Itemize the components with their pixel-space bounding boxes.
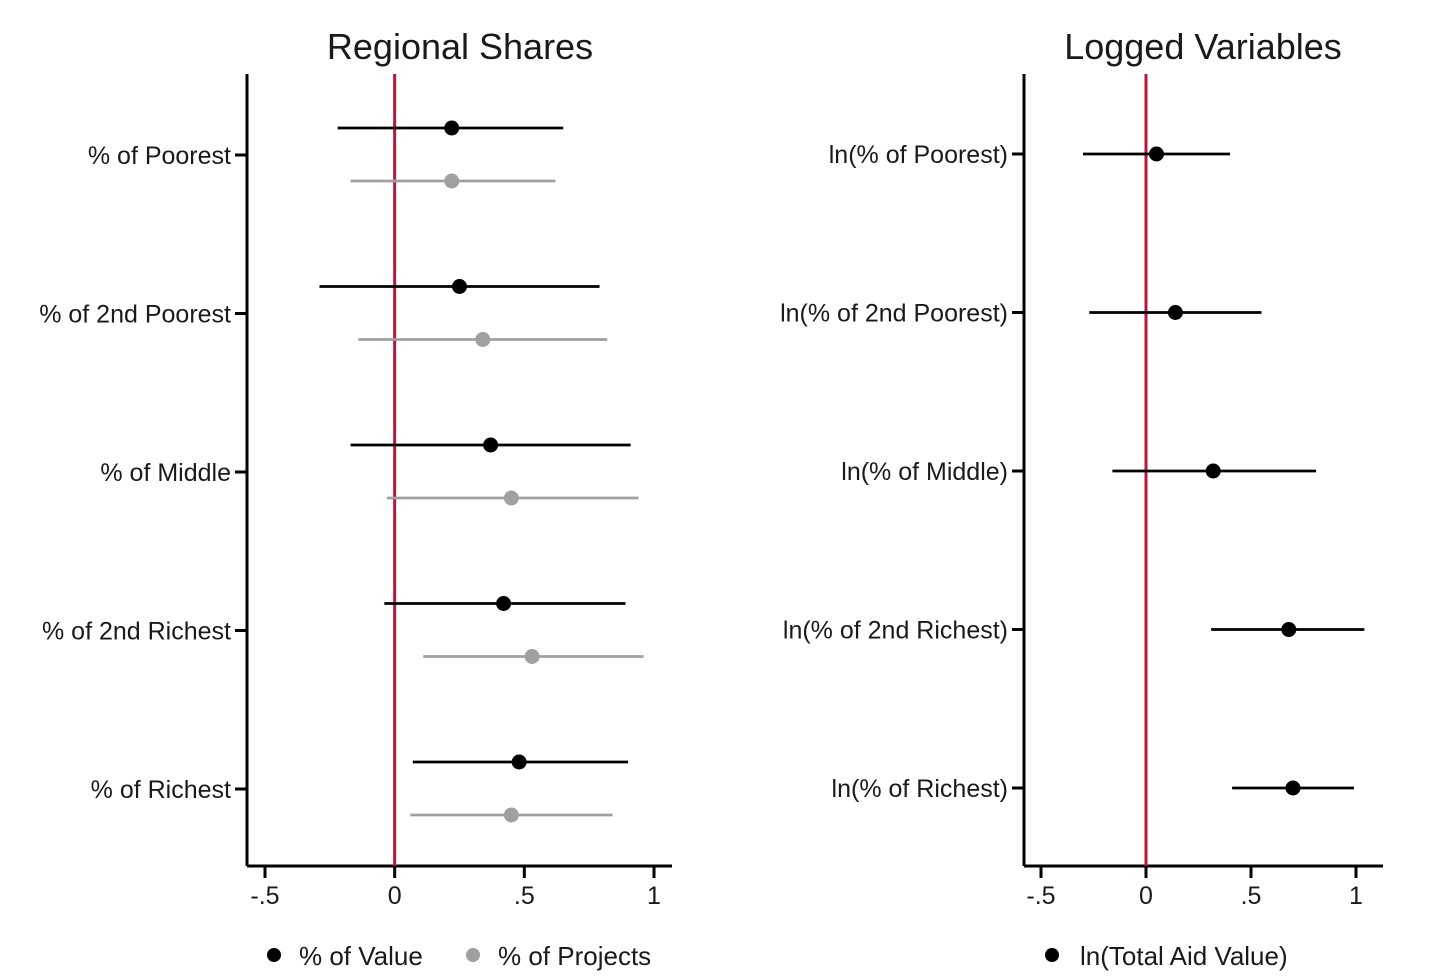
point-estimate-ln-total-aid-value-3 — [1281, 622, 1297, 637]
point-estimate-of-value-4 — [511, 754, 527, 770]
point-estimate-ln-total-aid-value-4 — [1285, 780, 1301, 796]
y-tick-label-ln-of-2nd-poorest: ln(% of 2nd Poorest) — [780, 300, 1008, 328]
legend-marker-value — [267, 948, 281, 962]
regional-shares-panel: Regional Shares % of Poorest % of 2nd Poo… — [39, 26, 672, 971]
x-tick-label: -.5 — [250, 882, 279, 910]
point-estimate-of-projects-0 — [444, 173, 460, 189]
y-tick-label-ln-of-poorest: ln(% of Poorest) — [829, 141, 1008, 169]
point-estimate-of-value-1 — [452, 279, 467, 294]
point-estimate-of-projects-4 — [503, 807, 519, 823]
chart-title: Regional Shares — [327, 26, 593, 67]
point-estimate-of-projects-2 — [503, 490, 519, 506]
y-tick-label-ln-of-middle: ln(% of Middle) — [841, 458, 1008, 486]
point-estimate-of-value-2 — [483, 437, 499, 453]
legend: ln(Total Aid Value) — [1045, 941, 1288, 971]
x-tick-label: .5 — [1241, 882, 1262, 910]
legend: % of Value % of Projects — [267, 941, 651, 971]
point-estimate-of-projects-1 — [475, 332, 491, 347]
point-estimate-ln-total-aid-value-2 — [1205, 463, 1221, 479]
x-tick-label: 0 — [388, 882, 402, 910]
coefficient-marks — [319, 120, 644, 823]
chart-title: Logged Variables — [1064, 26, 1342, 67]
legend-marker-projects — [466, 948, 480, 962]
y-tick-label-of-richest: % of Richest — [91, 776, 231, 804]
x-axis: -.5 0 .5 1 — [1026, 866, 1363, 910]
x-tick-label: .5 — [514, 882, 535, 910]
y-axis: % of Poorest % of 2nd Poorest % of Middle%… — [39, 142, 247, 804]
y-tick-label-of-poorest: % of Poorest — [88, 142, 231, 170]
y-tick-label-ln-of-richest: ln(% of Richest) — [832, 775, 1008, 803]
point-estimate-of-value-0 — [444, 120, 460, 136]
point-estimate-of-projects-3 — [524, 649, 540, 664]
point-estimate-ln-total-aid-value-0 — [1149, 146, 1164, 162]
x-tick-label: -.5 — [1026, 882, 1055, 910]
x-axis: -.5 0 .5 1 — [250, 866, 661, 910]
y-axis: ln(% of Poorest) ln(% of 2nd Poorest) ln(%… — [780, 141, 1024, 803]
point-estimate-of-value-3 — [496, 596, 512, 611]
x-tick-label: 1 — [647, 882, 661, 910]
legend-label-total-aid: ln(Total Aid Value) — [1080, 941, 1288, 971]
legend-marker-total-aid — [1045, 948, 1059, 962]
coefficient-marks — [1083, 146, 1365, 796]
legend-label-projects: % of Projects — [498, 941, 651, 971]
x-tick-label: 0 — [1139, 882, 1153, 910]
y-tick-label-of-middle: % of Middle — [100, 459, 231, 487]
legend-label-value: % of Value — [299, 941, 423, 971]
logged-variables-panel: Logged Variables ln(% of Poorest)ln(% of… — [780, 26, 1383, 971]
x-tick-label: 1 — [1349, 882, 1363, 910]
y-tick-label-of-2nd-richest: % of 2nd Richest — [42, 618, 231, 646]
point-estimate-ln-total-aid-value-1 — [1167, 305, 1183, 320]
y-tick-label-of-2nd-poorest: % of 2nd Poorest — [39, 301, 231, 329]
y-tick-label-ln-of-2nd-richest: ln(% of 2nd Richest) — [783, 617, 1008, 645]
